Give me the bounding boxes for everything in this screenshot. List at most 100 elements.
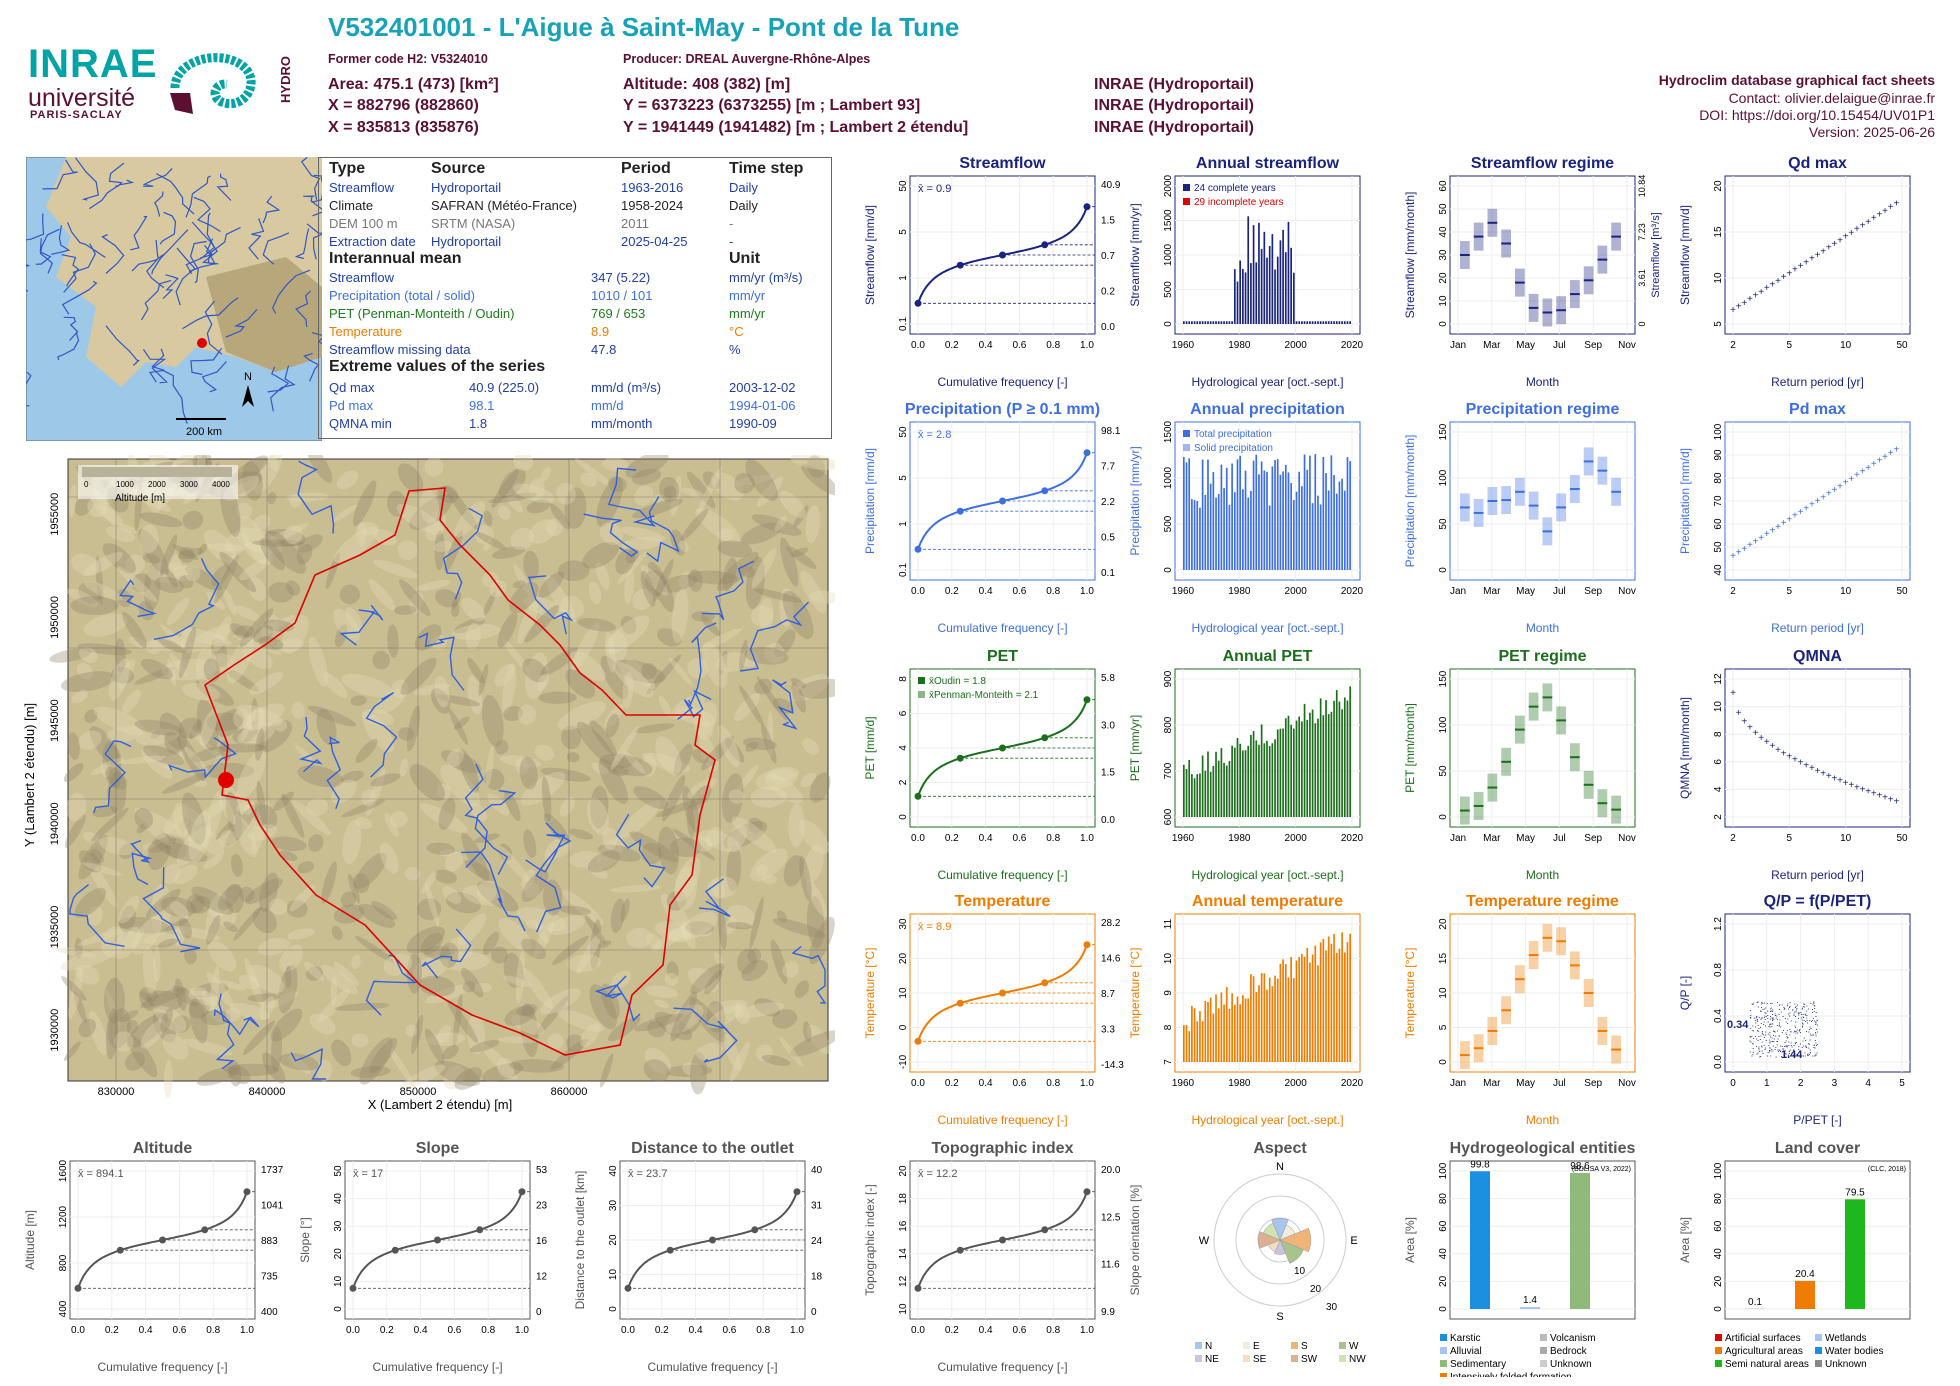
land_cover-legend-item: Semi natural areas <box>1725 1359 1809 1370</box>
annual_precipitation-y-tick: 500 <box>1163 515 1174 532</box>
annual_streamflow-bar <box>1191 321 1193 324</box>
streamflow-right-label: 0.2 <box>1101 287 1115 298</box>
qp_ppet-point: • <box>1813 1000 1815 1005</box>
qp_ppet-point: • <box>1793 1047 1795 1052</box>
qp_ppet-point: • <box>1771 1024 1773 1029</box>
qp_ppet-point: • <box>1804 1002 1806 1007</box>
annual_precipitation-x-tick: 2020 <box>1341 586 1364 597</box>
annual_temperature-bar <box>1279 963 1282 1062</box>
annual_temperature-bar <box>1244 998 1247 1062</box>
land_cover-bar <box>1795 1280 1815 1309</box>
qd_max-x-tick: 2 <box>1730 340 1736 351</box>
qmna-point: + <box>1848 780 1854 791</box>
qp_ppet-point: • <box>1791 1044 1793 1049</box>
qp_ppet-point: • <box>1770 1001 1772 1006</box>
qp_ppet-point: • <box>1769 1045 1771 1050</box>
temperature-right-label: 28.2 <box>1101 918 1121 929</box>
temperature-right-label: 3.3 <box>1101 1025 1115 1036</box>
streamflow_regime-x-tick: Mar <box>1483 340 1501 351</box>
qp_ppet-point: • <box>1782 1046 1784 1051</box>
qp_ppet-point: • <box>1793 1011 1795 1016</box>
map-x-label: X (Lambert 2 étendu) [m] <box>368 1097 513 1112</box>
annual_streamflow-x-tick: 1980 <box>1228 340 1251 351</box>
qp_ppet-point: • <box>1765 1005 1767 1010</box>
qp_ppet-point: • <box>1796 1005 1798 1010</box>
qd_max-x-tick: 50 <box>1896 340 1908 351</box>
qp_ppet-point: • <box>1765 1029 1767 1034</box>
qp_ppet-point: • <box>1770 1008 1772 1013</box>
pd_max-y-tick: 60 <box>1713 518 1724 530</box>
annual_pet-bar <box>1260 724 1263 817</box>
qp_ppet-point: • <box>1796 1004 1798 1009</box>
qp_ppet-point: • <box>1815 1020 1817 1025</box>
pet_regime-y-label: PET [mm/month] <box>1403 703 1417 793</box>
qp_ppet-point: • <box>1762 1029 1764 1034</box>
qp_ppet-point: • <box>1815 1033 1817 1038</box>
annual_temperature-bar <box>1268 977 1271 1062</box>
pet-y-tick: 0 <box>898 814 909 820</box>
annual_precipitation-bar <box>1212 472 1215 570</box>
map-x-tick: 860000 <box>551 1086 588 1098</box>
annual_temperature-title: Annual temperature <box>1192 893 1343 910</box>
qp_ppet-point: • <box>1798 1043 1800 1048</box>
x-lambert2: X = 835813 (835876) <box>328 119 479 136</box>
qp_ppet-point: • <box>1774 1029 1776 1034</box>
annual_streamflow-bar <box>1346 321 1349 324</box>
annual_precipitation-bar <box>1201 459 1204 570</box>
qp_ppet-point: • <box>1752 1002 1754 1007</box>
annual_precipitation-bar <box>1236 459 1239 570</box>
qp_ppet-point: • <box>1815 1022 1817 1027</box>
altitude-chart: Altitude Cumulative frequency [-] Altitude… <box>23 1140 284 1374</box>
qp_ppet-point: • <box>1767 1053 1769 1058</box>
land_cover-legend-item: Wetlands <box>1825 1333 1867 1344</box>
qp_ppet-point: • <box>1758 1025 1760 1030</box>
qp_ppet-point: • <box>1802 1006 1804 1011</box>
precipitation-x-tick: 0.0 <box>911 586 925 597</box>
qp_ppet-point: • <box>1767 1016 1769 1021</box>
qp_ppet-point: • <box>1771 1015 1773 1020</box>
annual_streamflow-bar <box>1225 321 1228 324</box>
source-3: INRAE (Hydroportail) <box>1094 119 1254 136</box>
temperature_regime-x-tick: Nov <box>1618 1078 1636 1089</box>
qmna-y-tick: 8 <box>1713 731 1724 737</box>
qp_ppet-point: • <box>1801 1045 1803 1050</box>
annual_streamflow-bar <box>1309 321 1311 324</box>
annual_temperature-x-tick: 1960 <box>1172 1078 1195 1089</box>
doi-link[interactable]: DOI: https://doi.org/10.15454/UV01P1 <box>1699 107 1935 123</box>
qp_ppet-point: • <box>1765 1032 1767 1037</box>
annual_pet-bar <box>1193 778 1196 817</box>
annual_precipitation-bar <box>1341 478 1343 570</box>
topo_index-y-label: Topographic index [-] <box>863 1184 877 1295</box>
slope-x-tick: 0.4 <box>414 1325 428 1336</box>
qp_ppet-point: • <box>1787 1027 1789 1032</box>
land_cover-legend-item: Water bodies <box>1825 1346 1884 1357</box>
qp_ppet-point: • <box>1787 1053 1789 1058</box>
annual_temperature-x-tick: 2000 <box>1285 1078 1308 1089</box>
annual_temperature-bar <box>1209 997 1212 1062</box>
qp_ppet-point: • <box>1816 1043 1818 1048</box>
annual_temperature-bar <box>1204 1000 1207 1062</box>
annual_temperature-bar <box>1247 998 1250 1062</box>
annual_temperature-x-label: Hydrological year [oct.-sept.] <box>1191 1113 1343 1127</box>
qp_ppet-point: • <box>1773 1038 1775 1043</box>
qp_ppet-point: • <box>1799 1028 1801 1033</box>
topo_index-title: Topographic index <box>932 1140 1074 1157</box>
qp_ppet-point: • <box>1817 1029 1819 1034</box>
temperature_regime-y-tick: 0 <box>1438 1059 1449 1065</box>
source-row-source: SAFRAN (Météo-France) <box>431 198 577 213</box>
precipitation_regime-x-tick: Jan <box>1450 586 1466 597</box>
qp_ppet-point: • <box>1788 1042 1790 1047</box>
qd_max-title: Qd max <box>1788 155 1847 172</box>
qp_ppet-point: • <box>1810 1031 1812 1036</box>
qp_ppet-point: • <box>1815 1019 1817 1024</box>
extreme-row-date: 2003-12-02 <box>729 380 796 395</box>
qp_ppet-annot-y: 0.34 <box>1727 1019 1749 1031</box>
qp_ppet-point: • <box>1810 1049 1812 1054</box>
altitude-right-label: 1737 <box>261 1165 284 1176</box>
qp_ppet-point: • <box>1750 1015 1752 1020</box>
temperature_regime-y-label: Temperature [°C] <box>1403 948 1417 1039</box>
pd_max-point: + <box>1837 481 1843 492</box>
qmna-point: + <box>1753 728 1759 739</box>
qp_ppet-point: • <box>1786 1038 1788 1043</box>
slope-title: Slope <box>416 1140 460 1157</box>
